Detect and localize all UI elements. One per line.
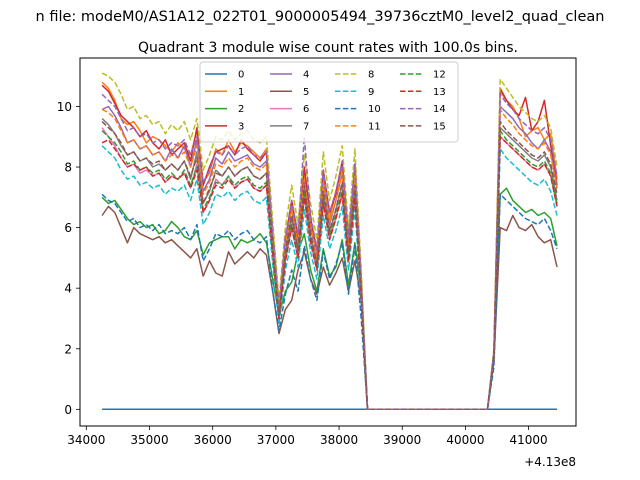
plot-lines	[101, 72, 558, 411]
legend-label-5: 5	[303, 87, 309, 98]
series-line-14	[101, 93, 558, 411]
legend-label-4: 4	[303, 70, 309, 81]
x-tick-label: 35000	[130, 433, 168, 447]
legend-label-15: 15	[433, 121, 446, 132]
legend-label-0: 0	[238, 70, 244, 81]
legend-label-2: 2	[238, 104, 244, 115]
x-tick-label: 34000	[67, 433, 105, 447]
legend-label-1: 1	[238, 87, 244, 98]
legend-label-14: 14	[433, 104, 446, 115]
axes-frame	[79, 57, 577, 427]
y-axis: 0 2 4 6 8 10	[57, 100, 80, 417]
legend-label-8: 8	[368, 70, 374, 81]
x-tick-label: 40000	[446, 433, 484, 447]
legend-label-11: 11	[368, 121, 381, 132]
legend-box	[199, 61, 459, 143]
legend-label-3: 3	[238, 121, 244, 132]
y-tick-label: 4	[64, 282, 72, 296]
legend-label-6: 6	[303, 104, 309, 115]
y-tick-label: 0	[64, 403, 72, 417]
x-axis: 34000 35000 36000 37000 38000 39000 40000 41000	[67, 426, 548, 447]
legend-label-12: 12	[433, 70, 446, 81]
x-tick-label: 41000	[510, 433, 548, 447]
x-tick-label: 39000	[383, 433, 421, 447]
x-tick-label: 38000	[320, 433, 358, 447]
y-tick-label: 2	[64, 342, 72, 356]
figure-suptitle: n file: modeM0/AS1A12_022T01_9000005494_…	[36, 9, 605, 25]
y-tick-label: 10	[57, 100, 72, 114]
y-tick-label: 8	[64, 161, 72, 175]
legend-label-10: 10	[368, 104, 381, 115]
y-tick-label: 6	[64, 221, 72, 235]
series-line-15	[101, 120, 558, 411]
x-axis-offset-label: +4.13e8	[524, 455, 576, 469]
x-tick-label: 36000	[194, 433, 232, 447]
legend-label-9: 9	[368, 87, 374, 98]
legend-label-7: 7	[303, 121, 309, 132]
legend-label-13: 13	[433, 87, 446, 98]
chart-title: Quadrant 3 module wise count rates with …	[138, 40, 518, 56]
x-tick-label: 37000	[257, 433, 295, 447]
